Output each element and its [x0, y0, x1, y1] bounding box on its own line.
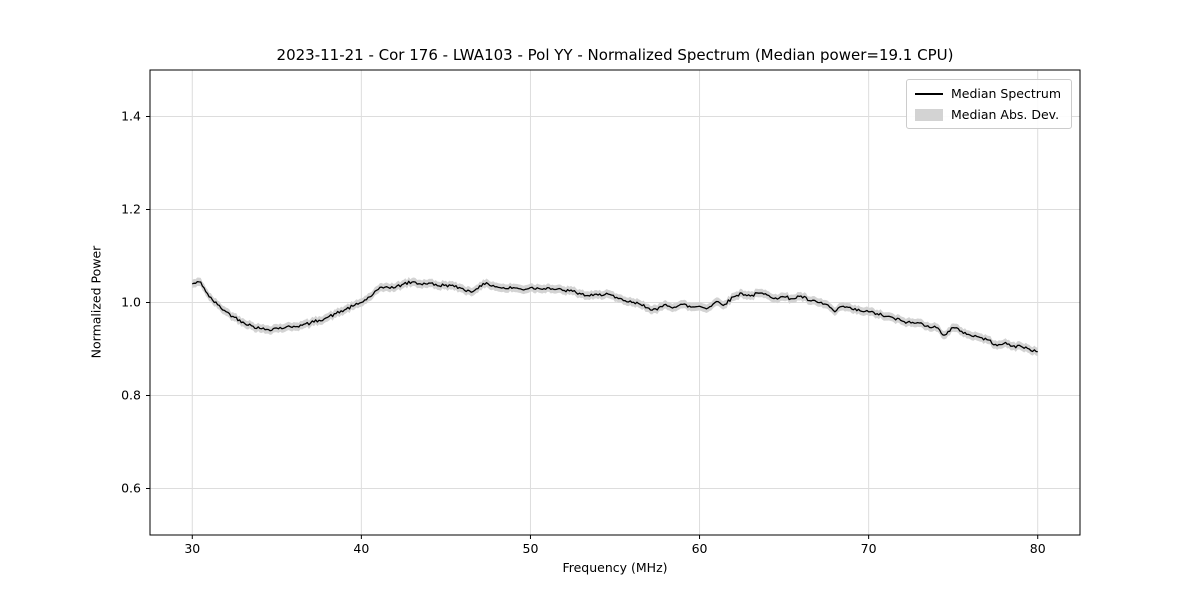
x-tick-label: 40 [353, 541, 369, 556]
y-tick-label: 0.8 [121, 388, 141, 403]
median-abs-dev-band [192, 277, 1038, 356]
x-tick-label: 30 [184, 541, 200, 556]
y-axis-label: Normalized Power [88, 245, 104, 359]
x-tick-label: 60 [692, 541, 708, 556]
x-tick-label: 70 [861, 541, 877, 556]
x-tick-label: 50 [523, 541, 539, 556]
chart-title: 2023-11-21 - Cor 176 - LWA103 - Pol YY -… [276, 46, 954, 64]
median-spectrum-line-swatch [914, 92, 943, 95]
y-tick-label: 1.2 [121, 202, 141, 217]
median-spectrum-line [192, 280, 1038, 353]
y-tick-label: 0.6 [121, 481, 141, 496]
legend-label-median-abs-dev: Median Abs. Dev. [950, 107, 1060, 122]
median-abs-dev-band-swatch [914, 108, 943, 121]
y-tick-label: 1.0 [121, 295, 141, 310]
x-tick-label: 80 [1030, 541, 1046, 556]
legend: Median Spectrum Median Abs. Dev. [905, 79, 1072, 129]
legend-item-median-spectrum: Median Spectrum [914, 86, 1061, 101]
legend-label-median-spectrum: Median Spectrum [950, 86, 1061, 101]
x-axis-label: Frequency (MHz) [562, 560, 668, 575]
legend-item-median-abs-dev: Median Abs. Dev. [914, 107, 1061, 122]
y-tick-label: 1.4 [121, 109, 141, 124]
